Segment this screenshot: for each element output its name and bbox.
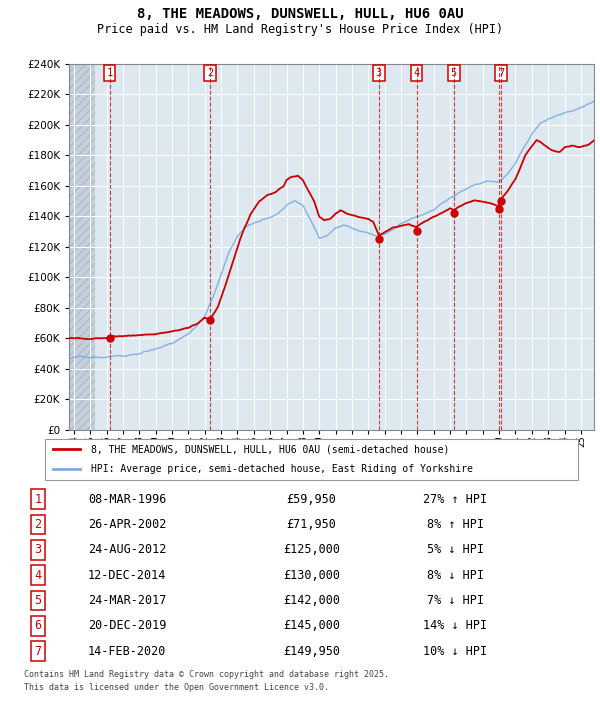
Text: 24-AUG-2012: 24-AUG-2012	[88, 543, 166, 556]
Text: 12-DEC-2014: 12-DEC-2014	[88, 569, 166, 581]
Text: 5: 5	[451, 68, 457, 78]
Text: 26-APR-2002: 26-APR-2002	[88, 518, 166, 531]
Text: 8% ↓ HPI: 8% ↓ HPI	[427, 569, 484, 581]
Text: 08-MAR-1996: 08-MAR-1996	[88, 493, 166, 506]
Text: 5% ↓ HPI: 5% ↓ HPI	[427, 543, 484, 556]
Text: £149,950: £149,950	[283, 645, 340, 657]
Bar	[69, 64, 95, 430]
Text: 20-DEC-2019: 20-DEC-2019	[88, 619, 166, 633]
Text: £125,000: £125,000	[283, 543, 340, 556]
Text: 24-MAR-2017: 24-MAR-2017	[88, 594, 166, 607]
Text: HPI: Average price, semi-detached house, East Riding of Yorkshire: HPI: Average price, semi-detached house,…	[91, 464, 472, 474]
Text: 8% ↑ HPI: 8% ↑ HPI	[427, 518, 484, 531]
Text: 4: 4	[34, 569, 41, 581]
Text: 3: 3	[34, 543, 41, 556]
Text: £142,000: £142,000	[283, 594, 340, 607]
Text: £145,000: £145,000	[283, 619, 340, 633]
Text: This data is licensed under the Open Government Licence v3.0.: This data is licensed under the Open Gov…	[24, 683, 329, 692]
Text: 6: 6	[34, 619, 41, 633]
Text: 14-FEB-2020: 14-FEB-2020	[88, 645, 166, 657]
Text: 27% ↑ HPI: 27% ↑ HPI	[424, 493, 488, 506]
Text: 7: 7	[498, 68, 504, 78]
Text: 10% ↓ HPI: 10% ↓ HPI	[424, 645, 488, 657]
Text: Contains HM Land Registry data © Crown copyright and database right 2025.: Contains HM Land Registry data © Crown c…	[24, 670, 389, 679]
Text: £71,950: £71,950	[287, 518, 337, 531]
Text: 3: 3	[376, 68, 382, 78]
Text: 7% ↓ HPI: 7% ↓ HPI	[427, 594, 484, 607]
Text: Price paid vs. HM Land Registry's House Price Index (HPI): Price paid vs. HM Land Registry's House …	[97, 23, 503, 36]
Text: £130,000: £130,000	[283, 569, 340, 581]
Text: 14% ↓ HPI: 14% ↓ HPI	[424, 619, 488, 633]
Text: 5: 5	[34, 594, 41, 607]
Text: 8, THE MEADOWS, DUNSWELL, HULL, HU6 0AU (semi-detached house): 8, THE MEADOWS, DUNSWELL, HULL, HU6 0AU …	[91, 444, 449, 454]
Text: 7: 7	[34, 645, 41, 657]
FancyBboxPatch shape	[45, 439, 578, 480]
Text: 1: 1	[34, 493, 41, 506]
Text: 2: 2	[34, 518, 41, 531]
Text: 4: 4	[413, 68, 419, 78]
Text: £59,950: £59,950	[287, 493, 337, 506]
Text: 8, THE MEADOWS, DUNSWELL, HULL, HU6 0AU: 8, THE MEADOWS, DUNSWELL, HULL, HU6 0AU	[137, 7, 463, 21]
Text: 1: 1	[107, 68, 113, 78]
Text: 2: 2	[207, 68, 213, 78]
